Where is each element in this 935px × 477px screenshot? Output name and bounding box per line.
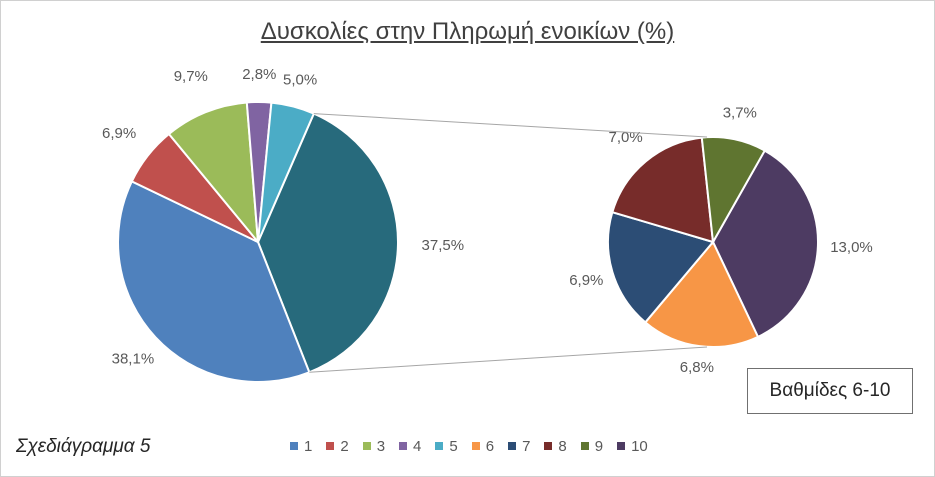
primary-label-3: 9,7%: [174, 68, 208, 85]
primary-slice-6-10: [256, 112, 399, 374]
legend-item-5: 5: [435, 437, 458, 455]
secondary-label-9: 3,7%: [723, 104, 757, 121]
legend-label-8: 8: [558, 437, 567, 455]
secondary-slice-6: [643, 240, 760, 348]
legend-label-3: 3: [376, 437, 386, 455]
primary-slice-3: [167, 101, 260, 246]
legend-item-8: 8: [544, 437, 567, 455]
legend-item-10: 10: [617, 438, 648, 455]
legend-item-2: 2: [326, 437, 349, 455]
primary-slice-1: [117, 180, 311, 383]
primary-slice-5: [257, 101, 316, 243]
chart-title: Δυσκολίες στην Πληρωμή ενοικίων (%): [260, 18, 675, 45]
legend-item-9: 9: [580, 437, 604, 455]
legend-label-7: 7: [522, 437, 531, 455]
legend-swatch-2: [326, 442, 335, 450]
figure-caption: Σχεδιάγραμμα 5: [16, 436, 151, 457]
legend-label-10: 10: [631, 437, 648, 455]
legend-swatch-4: [399, 442, 408, 450]
legend-label-4: 4: [413, 437, 422, 455]
legend-swatch-5: [435, 442, 444, 450]
primary-label-5: 5,0%: [283, 71, 317, 88]
legend-swatch-3: [362, 442, 371, 450]
secondary-label-8: 7,0%: [608, 129, 642, 146]
legend-item-4: 4: [399, 438, 421, 455]
legend-item-7: 7: [508, 438, 530, 455]
legend-swatch-7: [508, 442, 517, 450]
legend-label-2: 2: [340, 437, 349, 455]
primary-label-2: 6,9%: [102, 125, 136, 142]
secondary-label-6: 6,8%: [680, 359, 714, 376]
secondary-label-10: 13,0%: [830, 239, 873, 256]
secondary-slice-7: [607, 210, 715, 324]
legend-swatch-6: [471, 442, 480, 450]
connector-line-top: [313, 113, 708, 138]
legend-label-5: 5: [449, 437, 458, 455]
legend-swatch-8: [544, 442, 553, 450]
secondary-label-7: 6,9%: [569, 272, 603, 289]
primary-label-6-10: 37,5%: [422, 237, 465, 254]
legend-label-6: 6: [485, 437, 495, 455]
connector-line-bottom: [309, 346, 708, 373]
secondary-slice-9: [700, 136, 767, 246]
primary-label-4: 2,8%: [242, 66, 276, 83]
legend-item-3: 3: [362, 437, 386, 455]
secondary-slice-8: [611, 136, 715, 244]
secondary-pie-callout: Βαθμίδες 6-10: [747, 368, 913, 414]
primary-label-1: 38,1%: [112, 350, 155, 367]
legend-swatch-9: [580, 442, 589, 450]
legend-label-1: 1: [304, 437, 313, 455]
legend-item-1: 1: [290, 438, 312, 455]
legend-swatch-10: [617, 442, 626, 450]
legend-item-6: 6: [471, 437, 495, 455]
legend-swatch-1: [290, 442, 298, 450]
legend-label-9: 9: [594, 437, 604, 455]
chart-legend: 1 2 3 4 5 6 7 8 9 10: [290, 436, 662, 456]
